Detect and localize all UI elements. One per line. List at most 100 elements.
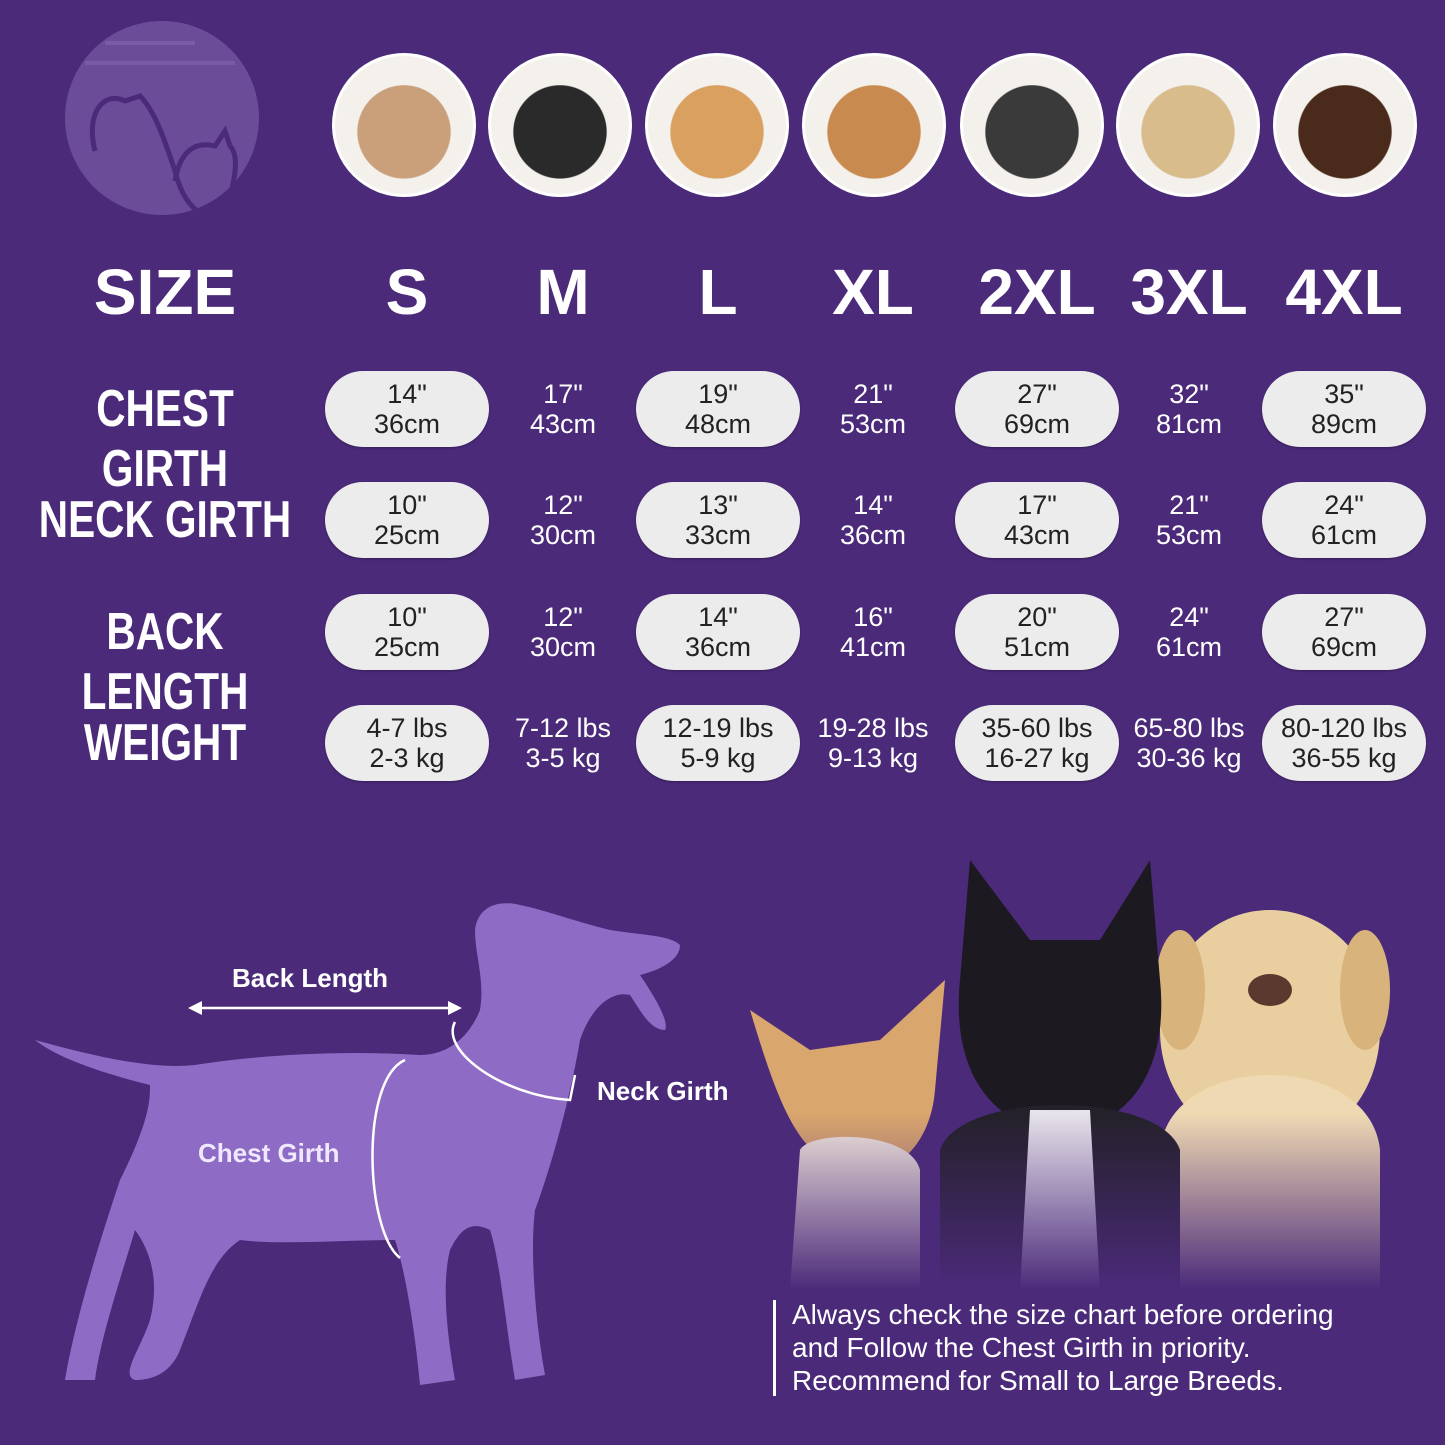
size-xl: XL [832,256,914,328]
imperial-value: 14" [387,379,427,409]
size-cell: 35" 89cm [1262,371,1426,447]
imperial-value: 14" [698,602,738,632]
imperial-value: 32" [1169,379,1209,409]
size-cell: 4-7 lbs 2-3 kg [325,705,489,781]
size-cell: 10" 25cm [325,594,489,670]
neck-girth-label: Neck Girth [597,1076,729,1106]
metric-value: 33cm [684,520,752,550]
size-header-label: SIZE [93,256,237,328]
metric-value: 25cm [373,632,441,662]
note-line: Recommend for Small to Large Breeds. [792,1365,1284,1396]
note-divider [773,1300,776,1396]
size-cell: 19" 48cm [636,371,800,447]
size-cell: 14" 36cm [325,371,489,447]
imperial-value: 80-120 lbs [1280,713,1408,743]
note-line: and Follow the Chest Girth in priority. [792,1332,1251,1363]
size-cell: 12" 30cm [481,482,645,558]
row-label: WEIGHT [83,714,247,772]
size-s: S [385,256,429,328]
brand-logo [65,21,259,215]
imperial-value: 14" [853,490,893,520]
size-3xl: 3XL [1130,256,1248,328]
metric-value: 30cm [529,632,597,662]
metric-value: 69cm [1003,409,1071,439]
imperial-value: 7-12 lbs [514,713,612,743]
metric-value: 9-13 kg [827,743,919,773]
note-line: Always check the size chart before order… [792,1299,1334,1330]
size-cell: 32" 81cm [1107,371,1271,447]
size-cell: 80-120 lbs 36-55 kg [1262,705,1426,781]
size-cell: 12-19 lbs 5-9 kg [636,705,800,781]
metric-value: 53cm [839,409,907,439]
metric-value: 43cm [1003,520,1071,550]
metric-value: 69cm [1310,632,1378,662]
metric-value: 43cm [529,409,597,439]
metric-value: 5-9 kg [680,743,756,773]
metric-value: 51cm [1003,632,1071,662]
imperial-value: 27" [1017,379,1057,409]
three-dogs-photo [740,850,1400,1290]
metric-value: 53cm [1155,520,1223,550]
breed-photo-doberman [1273,53,1417,197]
imperial-value: 10" [387,602,427,632]
breed-photo-border-collie [960,53,1104,197]
metric-value: 36cm [373,409,441,439]
imperial-value: 10" [387,490,427,520]
size-m: M [536,256,590,328]
metric-value: 2-3 kg [369,743,445,773]
imperial-value: 21" [853,379,893,409]
size-cell: 14" 36cm [791,482,955,558]
metric-value: 16-27 kg [984,743,1090,773]
imperial-value: 24" [1324,490,1364,520]
metric-value: 25cm [373,520,441,550]
size-cell: 17" 43cm [955,482,1119,558]
imperial-value: 65-80 lbs [1133,713,1245,743]
metric-value: 30-36 kg [1136,743,1242,773]
size-l: L [698,256,738,328]
imperial-value: 35" [1324,379,1364,409]
back-length-label: Back Length [232,963,389,993]
metric-value: 36-55 kg [1291,743,1397,773]
imperial-value: 17" [1017,490,1057,520]
size-cell: 21" 53cm [791,371,955,447]
imperial-value: 21" [1169,490,1209,520]
size-cell: 35-60 lbs 16-27 kg [955,705,1119,781]
size-cell: 21" 53cm [1107,482,1271,558]
metric-value: 3-5 kg [525,743,601,773]
metric-value: 61cm [1155,632,1223,662]
imperial-value: 19-28 lbs [817,713,929,743]
size-cell: 24" 61cm [1107,594,1271,670]
metric-value: 41cm [839,632,907,662]
size-cell: 10" 25cm [325,482,489,558]
breed-photo-cocker-spaniel [645,53,789,197]
size-cell: 7-12 lbs 3-5 kg [481,705,645,781]
sizing-note: Always check the size chart before order… [792,1298,1334,1397]
chest-girth-label: Chest Girth [198,1138,340,1168]
imperial-value: 13" [698,490,738,520]
size-cell: 13" 33cm [636,482,800,558]
imperial-value: 16" [853,602,893,632]
imperial-value: 12-19 lbs [662,713,774,743]
dog-cat-logo-icon [85,41,238,215]
size-4xl: 4XL [1285,256,1403,328]
size-2xl: 2XL [978,256,1096,328]
breed-photo-labrador [1116,53,1260,197]
metric-value: 36cm [684,632,752,662]
size-cell: 27" 69cm [1262,594,1426,670]
imperial-value: 24" [1169,602,1209,632]
size-cell: 16" 41cm [791,594,955,670]
imperial-value: 35-60 lbs [981,713,1093,743]
size-cell: 24" 61cm [1262,482,1426,558]
row-label: CHEST GIRTH [96,380,234,498]
size-cell: 65-80 lbs 30-36 kg [1107,705,1271,781]
imperial-value: 19" [698,379,738,409]
size-cell: 12" 30cm [481,594,645,670]
imperial-value: 12" [543,490,583,520]
size-cell: 14" 36cm [636,594,800,670]
row-label: BACK LENGTH [81,603,249,721]
size-cell: 19-28 lbs 9-13 kg [791,705,955,781]
imperial-value: 4-7 lbs [366,713,448,743]
metric-value: 48cm [684,409,752,439]
breed-photo-boston-terrier [488,53,632,197]
metric-value: 61cm [1310,520,1378,550]
